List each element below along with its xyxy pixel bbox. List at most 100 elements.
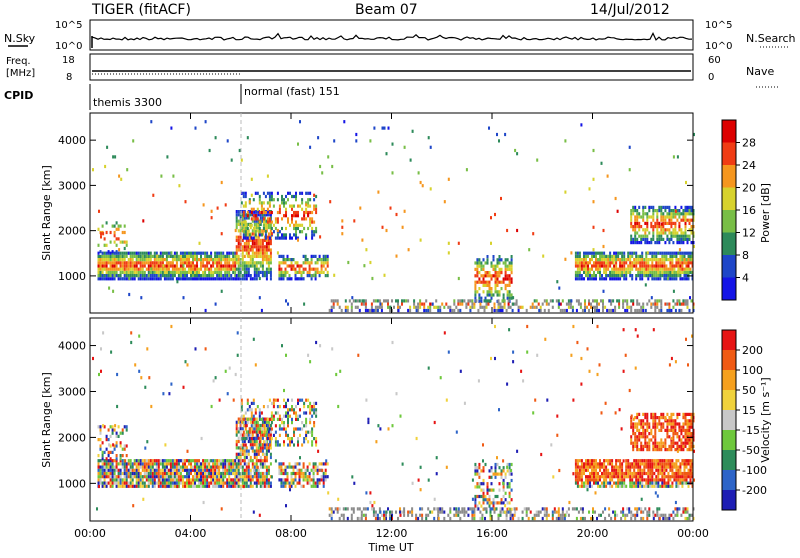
heatmap-cell: [102, 232, 104, 235]
heatmap-cell: [599, 277, 601, 280]
heatmap-cell: [619, 462, 621, 465]
heatmap-cell: [509, 265, 511, 268]
heatmap-cell: [662, 445, 664, 448]
heatmap-cell: [112, 462, 114, 465]
heatmap-cell: [250, 475, 252, 478]
heatmap-cell: [357, 299, 359, 302]
heatmap-cell: [673, 475, 675, 478]
heatmap-cell: [228, 472, 230, 475]
heatmap-cell: [106, 274, 108, 277]
heatmap-cell: [476, 265, 478, 268]
heatmap-cell: [266, 245, 268, 248]
heatmap-cell: [178, 274, 180, 277]
heatmap-cell: [204, 469, 206, 472]
heatmap-cell: [638, 435, 640, 438]
heatmap-cell: [166, 255, 168, 258]
heatmap-cell: [264, 456, 266, 459]
heatmap-cell: [629, 466, 631, 469]
heatmap-cell: [690, 268, 692, 271]
heatmap-cell: [100, 428, 102, 431]
heatmap-cell: [497, 261, 499, 264]
heatmap-cell: [331, 299, 333, 302]
heatmap-cell: [591, 472, 593, 475]
heatmap-cell: [222, 478, 224, 481]
heatmap-cell: [100, 469, 102, 472]
heatmap-cell: [667, 271, 669, 274]
heatmap-cell: [291, 472, 293, 475]
heatmap-cell: [655, 274, 657, 277]
heatmap-cell: [587, 255, 589, 258]
heatmap-cell: [420, 239, 422, 242]
heatmap-cell: [617, 258, 619, 261]
heatmap-cell: [256, 277, 258, 280]
heatmap-cell: [500, 303, 502, 306]
heatmap-cell: [301, 399, 303, 402]
heatmap-cell: [315, 485, 317, 488]
heatmap-cell: [660, 231, 662, 234]
heatmap-cell: [156, 261, 158, 264]
heatmap-cell: [194, 255, 196, 258]
heatmap-cell: [267, 424, 269, 427]
heatmap-cell: [675, 277, 677, 280]
heatmap-cell: [247, 136, 249, 139]
heatmap-cell: [285, 485, 287, 488]
heatmap-cell: [638, 235, 640, 238]
heatmap-cell: [102, 451, 104, 454]
heatmap-cell: [663, 472, 665, 475]
heatmap-cell: [154, 264, 156, 267]
heatmap-cell: [150, 255, 152, 258]
heatmap-cell: [437, 306, 439, 309]
heatmap-cell: [120, 225, 122, 228]
heatmap-cell: [150, 271, 152, 274]
heatmap-cell: [594, 299, 596, 302]
heatmap-cell: [601, 485, 603, 488]
heatmap-cell: [503, 501, 505, 504]
heatmap-cell: [659, 261, 661, 264]
heatmap-cell: [236, 239, 238, 242]
heatmap-cell: [666, 426, 668, 429]
heatmap-cell: [476, 268, 478, 271]
heatmap-cell: [170, 472, 172, 475]
heatmap-cell: [644, 235, 646, 238]
heatmap-cell: [596, 299, 598, 302]
heatmap-cell: [269, 437, 271, 440]
heatmap-cell: [140, 459, 142, 462]
heatmap-cell: [238, 274, 240, 277]
heatmap-cell: [283, 399, 285, 402]
heatmap-cell: [639, 274, 641, 277]
heatmap-cell: [323, 261, 325, 264]
heatmap-cell: [668, 231, 670, 234]
heatmap-cell: [658, 225, 660, 228]
heatmap-cell: [251, 194, 253, 197]
heatmap-cell: [409, 309, 411, 312]
heatmap-cell: [114, 448, 116, 451]
heatmap-cell: [206, 264, 208, 267]
heatmap-cell: [293, 211, 295, 214]
heatmap-cell: [391, 511, 393, 514]
heatmap-cell: [186, 271, 188, 274]
heatmap-cell: [98, 425, 100, 428]
heatmap-cell: [570, 251, 572, 254]
heatmap-cell: [475, 299, 477, 302]
heatmap-cell: [277, 198, 279, 201]
heatmap-cell: [369, 261, 371, 264]
heatmap-cell: [480, 505, 482, 508]
heatmap-cell: [484, 306, 486, 309]
heatmap-cell: [631, 466, 633, 469]
heatmap-cell: [507, 290, 509, 293]
heatmap-cell: [238, 478, 240, 481]
heatmap-cell: [675, 478, 677, 481]
heatmap-cell: [160, 252, 162, 255]
heatmap-cell: [691, 438, 693, 441]
heatmap-cell: [485, 284, 487, 287]
heatmap-cell: [668, 206, 670, 209]
heatmap-cell: [680, 231, 682, 234]
heatmap-cell: [250, 485, 252, 488]
heatmap-cell: [657, 485, 659, 488]
heatmap-cell: [476, 271, 478, 274]
heatmap-cell: [630, 215, 632, 218]
heatmap-cell: [581, 264, 583, 267]
heatmap-cell: [638, 215, 640, 218]
heatmap-cell: [635, 485, 637, 488]
heatmap-cell: [236, 213, 238, 216]
